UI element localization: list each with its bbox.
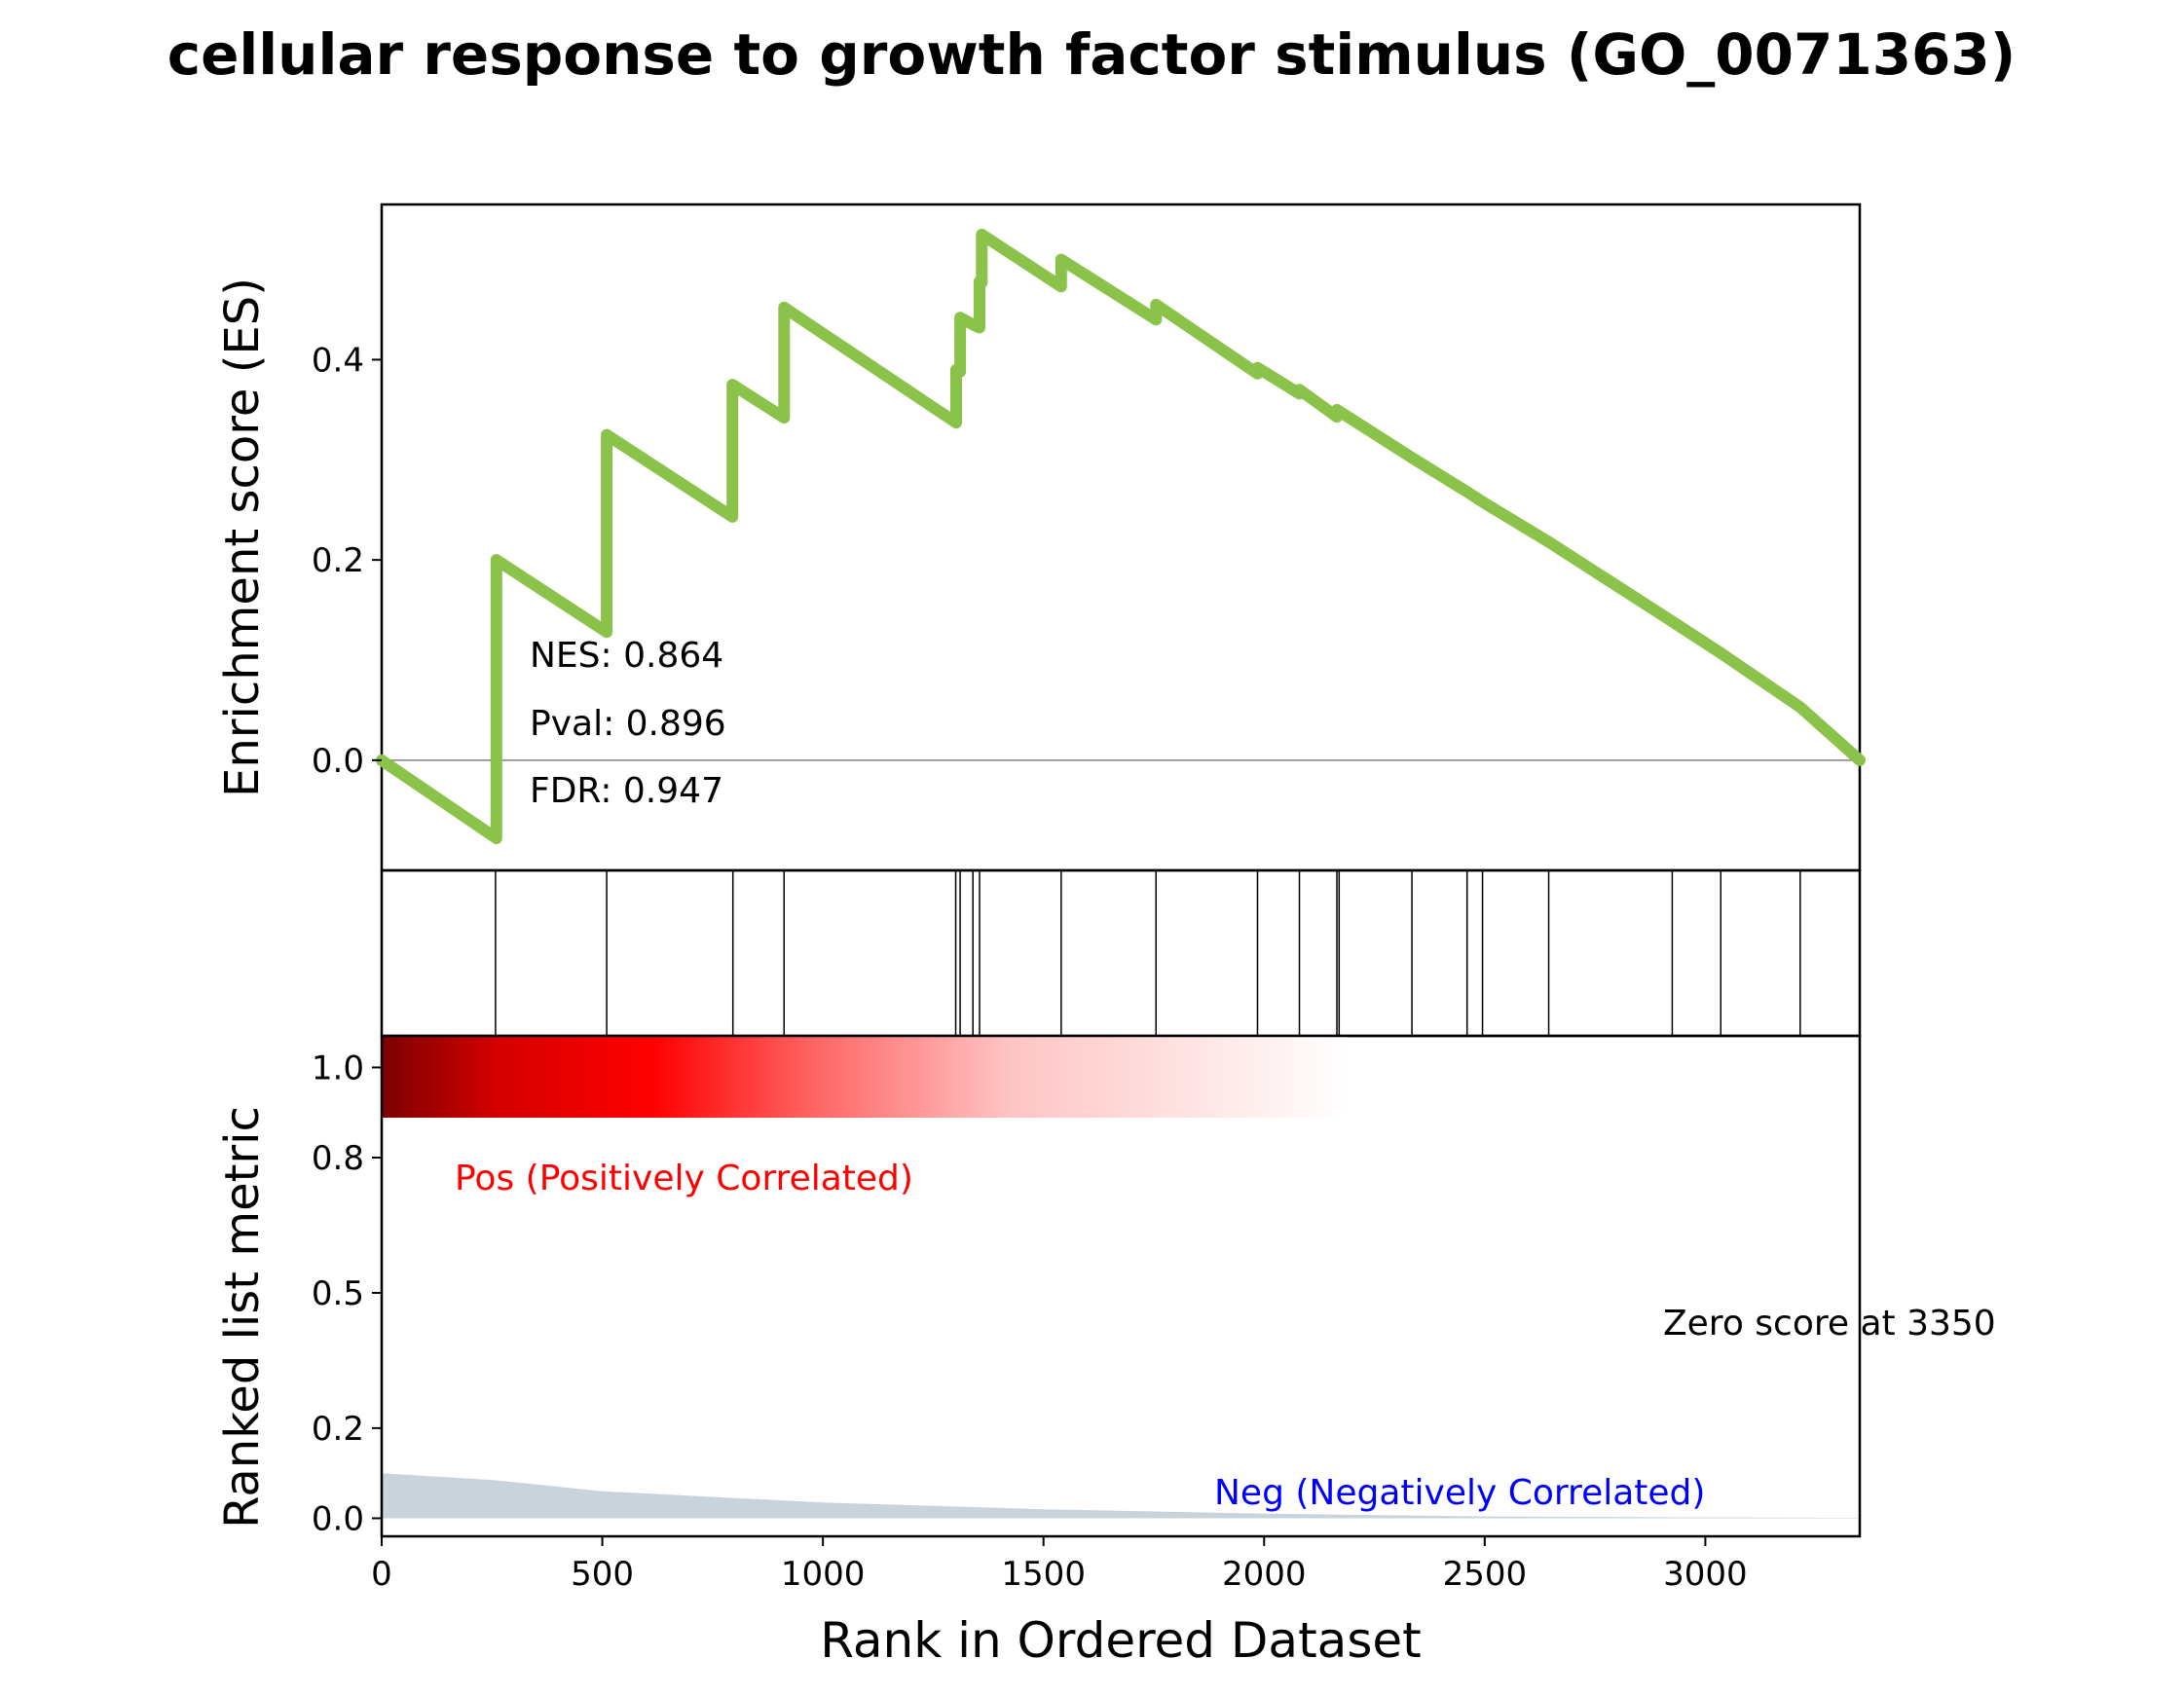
es-y-tick-label: 0.4 [312,341,364,380]
es-y-tick-label: 0.2 [312,541,364,580]
metric-y-tick-label: 0.2 [312,1410,364,1449]
x-tick-label: 1500 [1001,1555,1086,1594]
metric-y-tick-label: 0.5 [312,1274,364,1313]
metric-area-layer [382,1473,1860,1519]
metric-heatmap-bar [382,1036,1349,1118]
es-curve-layer [376,228,1866,845]
hits-panel-frame [380,868,1862,1038]
fdr-stat: FDR: 0.947 [530,771,723,811]
x-ticks: 0 500 1000 1500 2000 2500 3000 [371,1536,1748,1594]
metric-y-tick-label: 1.0 [312,1049,364,1087]
chart-title: cellular response to growth factor stimu… [167,21,2017,88]
x-tick-label: 0 [371,1555,392,1594]
metric-y-tick-label: 0.8 [312,1139,364,1178]
hits-panel [380,868,1862,1038]
nes-stat: NES: 0.864 [530,636,723,676]
x-tick-label: 1000 [781,1555,866,1594]
x-tick-label: 3000 [1663,1555,1748,1594]
pval-stat: Pval: 0.896 [530,704,726,744]
metric-y-tick-label: 0.0 [312,1499,364,1538]
x-axis-label: Rank in Ordered Dataset [820,1612,1421,1669]
metric-area [382,1473,1860,1519]
metric-y-ticks: 0.0 0.2 0.5 0.8 1.0 [312,1049,382,1538]
neg-label: Neg (Negatively Correlated) [1214,1473,1705,1513]
x-tick-label: 2500 [1443,1555,1528,1594]
pos-label: Pos (Positively Correlated) [455,1159,913,1198]
es-y-tick-label: 0.0 [312,742,364,781]
metric-panel: 0.0 0.2 0.5 0.8 1.0 Pos (Positively Correlat… [215,1034,1996,1538]
zero-score-label: Zero score at 3350 [1663,1304,1996,1344]
x-tick-label: 2000 [1222,1555,1307,1594]
metric-panel-frame [380,1034,1862,1538]
es-curve [376,228,1866,845]
es-y-axis-label: Enrichment score (ES) [215,277,270,797]
hit-lines-layer [495,870,1801,1036]
metric-y-axis-label: Ranked list metric [215,1106,270,1529]
es-panel: 0.0 0.2 0.4 NES: 0.864 Pval: 0.896 FDR: 0.… [215,203,1866,872]
x-tick-label: 500 [571,1555,634,1594]
es-y-ticks: 0.0 0.2 0.4 [312,341,382,781]
